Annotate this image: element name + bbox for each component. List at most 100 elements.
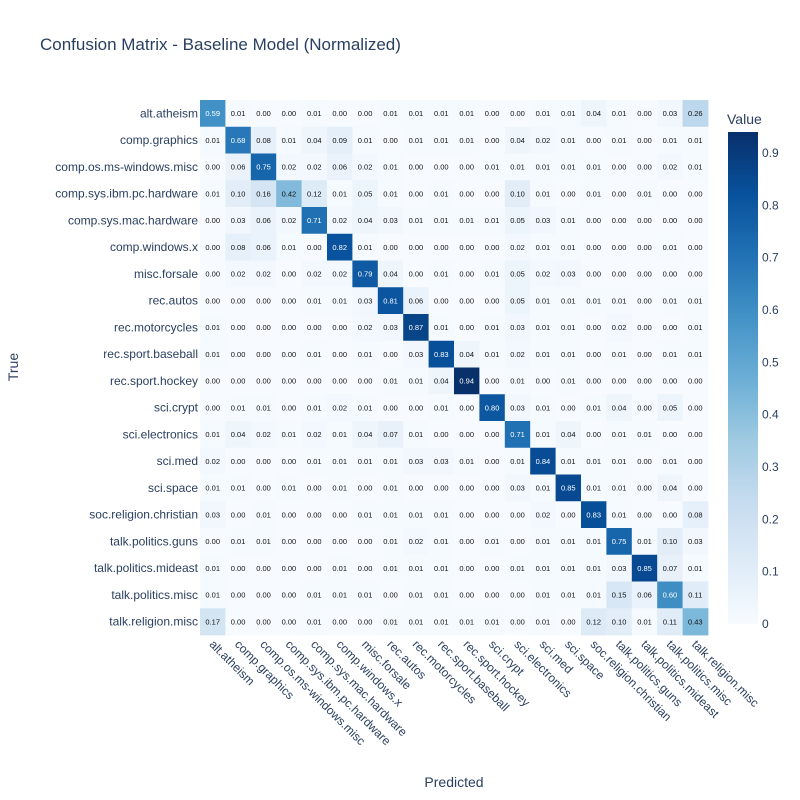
cell-value-label: 0.00 (307, 243, 322, 252)
heatmap-cell (530, 554, 556, 582)
cell-value-label: 0.00 (536, 377, 551, 386)
heatmap-cell (428, 180, 455, 208)
y-axis-tick-labels: alt.atheism comp.graphics comp.os.ms-windo… (55, 106, 198, 628)
cell-value-label: 0.03 (612, 564, 627, 573)
cell-value-label: 0.01 (637, 189, 652, 198)
cell-value-label: 0.00 (282, 270, 297, 279)
cell-value-label: 0.04 (586, 109, 601, 118)
cell-value-label: 0.01 (663, 136, 678, 145)
cell-value-label: 0.04 (307, 136, 322, 145)
cell-value-label: 0.01 (586, 457, 601, 466)
heatmap-cell (403, 394, 429, 422)
cell-value-label: 0.00 (205, 377, 220, 386)
cell-value-label: 0.00 (231, 350, 246, 359)
cell-value-label: 0.00 (663, 510, 678, 519)
heatmap-cell (479, 528, 506, 556)
cell-value-label: 0.02 (307, 163, 322, 172)
heatmap-cell (301, 287, 328, 315)
cell-value-label: 0.01 (383, 109, 398, 118)
cell-value-label: 0.00 (231, 296, 246, 305)
heatmap-cell (657, 528, 683, 556)
y-tick-label: rec.motorcycles (114, 320, 198, 334)
cell-value-label: 0.09 (332, 136, 347, 145)
heatmap-cell (454, 581, 480, 609)
heatmap-cell (581, 367, 607, 395)
cell-value-label: 0.01 (434, 403, 449, 412)
heatmap-cell (200, 367, 226, 395)
cell-value-label: 0.00 (256, 323, 271, 332)
heatmap-cell (428, 474, 455, 502)
cell-value-label: 0.01 (637, 430, 652, 439)
cell-value-label: 0.00 (282, 377, 297, 386)
heatmap-cell (225, 554, 252, 582)
cell-value-label: 0.03 (383, 323, 398, 332)
heatmap-cell (301, 367, 328, 395)
heatmap-cell (631, 287, 658, 315)
cell-value-label: 0.00 (459, 430, 474, 439)
heatmap-cell (377, 528, 404, 556)
heatmap-cell (555, 581, 582, 609)
heatmap-cell (428, 233, 455, 261)
cell-value-label: 0.02 (536, 510, 551, 519)
heatmap-cell (403, 501, 429, 529)
cell-value-label: 0.01 (358, 591, 373, 600)
heatmap-cell (682, 260, 709, 288)
cell-value-label: 0.00 (282, 457, 297, 466)
heatmap-cell (555, 528, 582, 556)
heatmap-cell (606, 340, 633, 368)
cell-value-label: 0.01 (282, 484, 297, 493)
cell-value-label: 0.01 (536, 296, 551, 305)
heatmap-cell (403, 180, 429, 208)
cell-value-label: 0.02 (510, 243, 525, 252)
cell-value-label: 0.04 (358, 430, 373, 439)
heatmap-cell (301, 126, 328, 154)
cell-value-label: 0.00 (485, 377, 500, 386)
colorbar-tick-label: 0.8 (762, 198, 779, 212)
cell-value-label: 0.01 (256, 537, 271, 546)
cell-value-label: 0.01 (205, 136, 220, 145)
cell-value-label: 0.02 (663, 163, 678, 172)
cell-value-label: 0.01 (231, 109, 246, 118)
cell-value-label: 0.00 (586, 216, 601, 225)
cell-value-label: 0.68 (231, 136, 246, 145)
heatmap-cell (200, 581, 226, 609)
heatmap-cell (352, 126, 379, 154)
cell-value-label: 0.01 (307, 109, 322, 118)
cell-value-label: 0.01 (561, 377, 576, 386)
cell-value-label: 0.05 (358, 189, 373, 198)
cell-value-label: 0.00 (688, 270, 703, 279)
heatmap-cell (200, 528, 226, 556)
cell-value-label: 0.00 (231, 457, 246, 466)
heatmap-cell (276, 180, 302, 208)
cell-value-label: 0.10 (663, 537, 678, 546)
heatmap-cell (200, 233, 226, 261)
heatmap-cell (555, 260, 582, 288)
heatmap-cell (428, 100, 455, 128)
heatmap-cell (276, 126, 302, 154)
cell-value-label: 0.00 (459, 270, 474, 279)
heatmap-cell (250, 581, 277, 609)
heatmap-cell (631, 581, 658, 609)
cell-value-label: 0.01 (561, 243, 576, 252)
heatmap-cell (555, 287, 582, 315)
heatmap-cell (479, 608, 506, 636)
heatmap-cell (352, 608, 379, 636)
cell-value-label: 0.00 (256, 296, 271, 305)
cell-value-label: 0.00 (637, 350, 652, 359)
cell-value-label: 0.00 (231, 617, 246, 626)
cell-value-label: 0.00 (485, 243, 500, 252)
heatmap-cell (327, 608, 353, 636)
heatmap-cell (530, 100, 556, 128)
heatmap-cell (581, 554, 607, 582)
cell-value-label: 0.00 (256, 377, 271, 386)
cell-value-label: 0.00 (637, 243, 652, 252)
heatmap-cell (225, 180, 252, 208)
cell-value-label: 0.02 (510, 350, 525, 359)
cell-value-label: 0.01 (637, 537, 652, 546)
cell-value-label: 0.00 (510, 510, 525, 519)
heatmap-cell (403, 340, 429, 368)
heatmap-cell (631, 528, 658, 556)
cell-value-label: 0.01 (409, 109, 424, 118)
heatmap-cell (352, 421, 379, 449)
heatmap-cell (454, 180, 480, 208)
